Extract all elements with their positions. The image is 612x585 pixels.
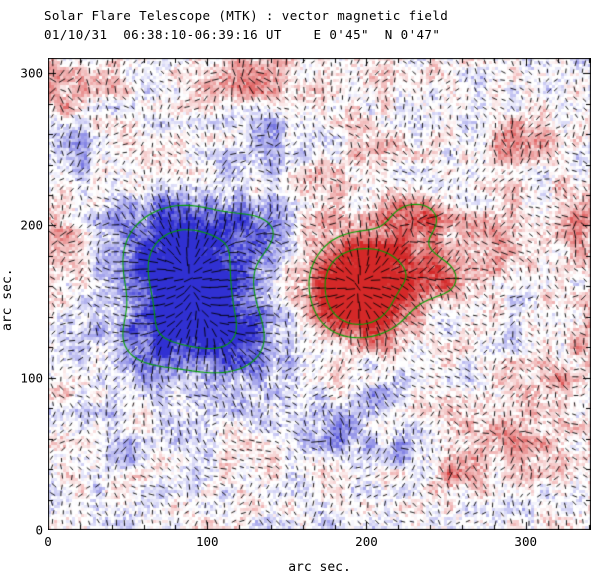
x-tick-label: 200 (355, 534, 378, 549)
y-tick-label: 300 (20, 65, 43, 81)
x-tick-label: 0 (44, 534, 52, 549)
y-tick-label: 0 (35, 522, 43, 538)
x-tick-label: 300 (514, 534, 537, 549)
figure-title: Solar Flare Telescope (MTK) : vector mag… (44, 8, 449, 23)
figure-header: Solar Flare Telescope (MTK) : vector mag… (44, 6, 448, 44)
y-axis-label: arc sec. (0, 268, 15, 332)
y-tick-label: 200 (20, 217, 43, 233)
magnetogram-plot-canvas (48, 58, 591, 530)
y-tick-label: 100 (20, 370, 43, 386)
x-tick-label: 100 (195, 534, 219, 549)
figure-subtitle: 01/10/31 06:38:10-06:39:16 UT E 0'45" N … (44, 27, 441, 42)
x-axis-label: arc sec. (288, 560, 351, 575)
